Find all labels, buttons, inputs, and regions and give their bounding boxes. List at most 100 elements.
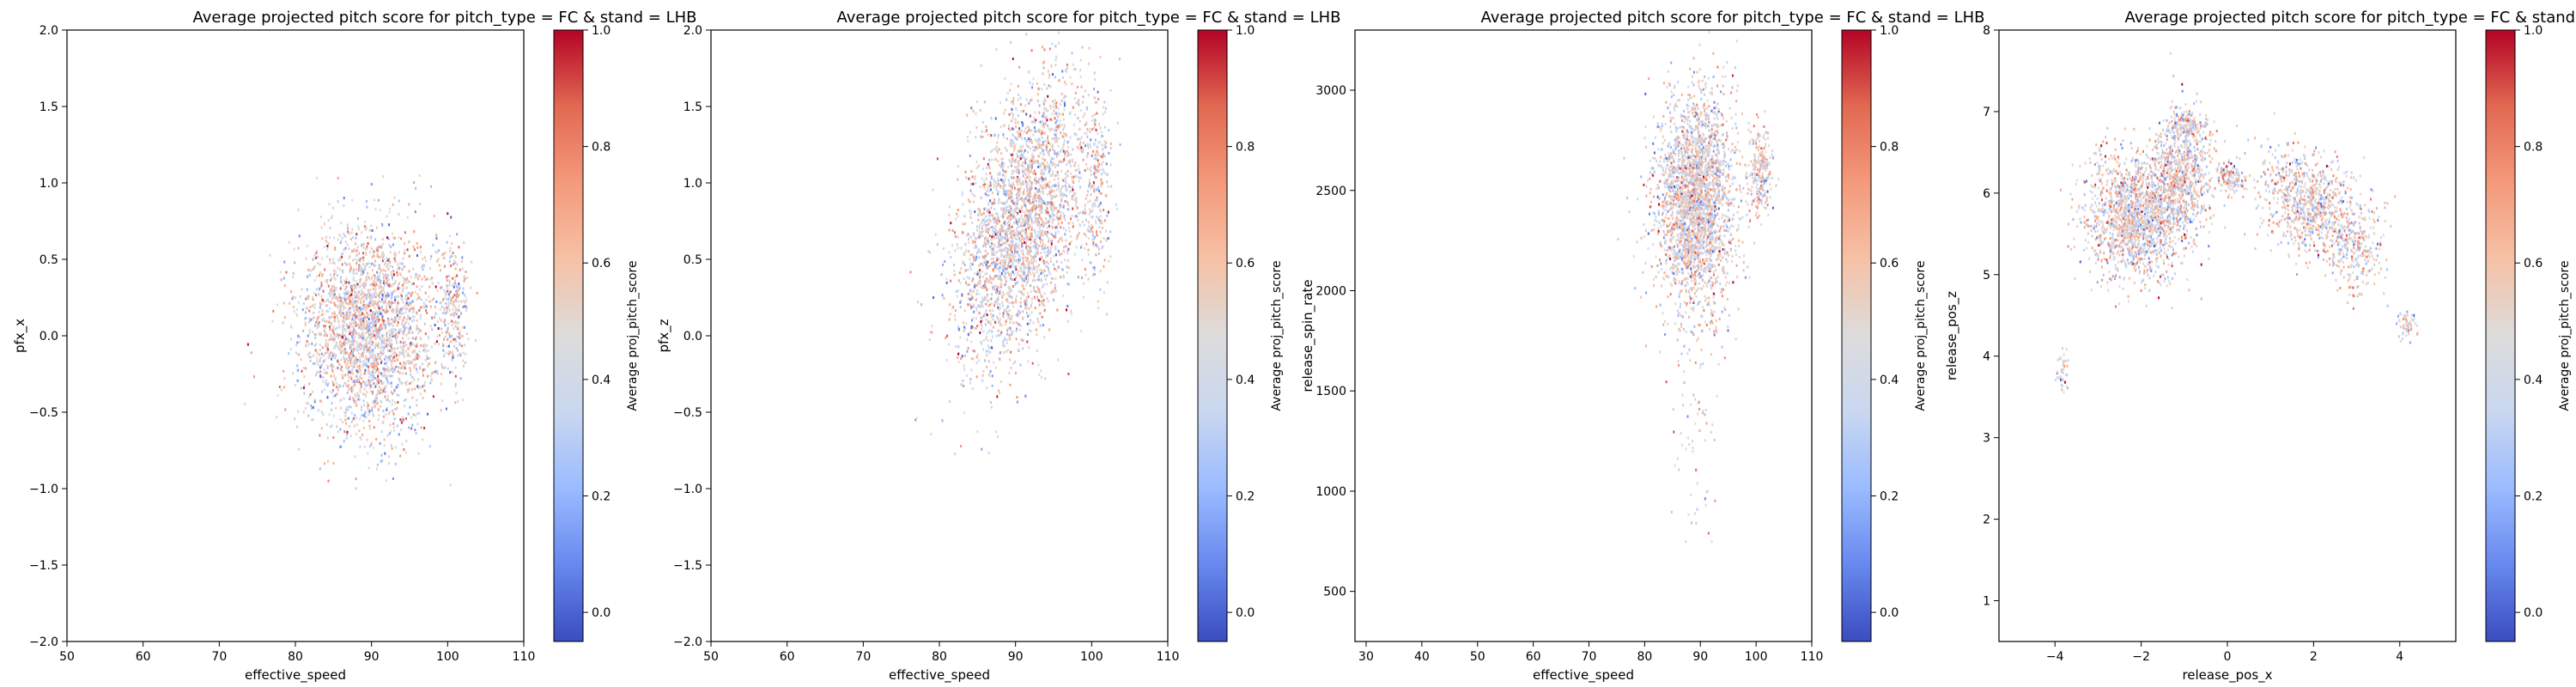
scatter-point: [1037, 264, 1040, 267]
scatter-point: [1068, 229, 1071, 233]
scatter-point: [328, 355, 331, 358]
scatter-point: [405, 417, 407, 420]
scatter-point: [948, 318, 951, 321]
scatter-point: [999, 291, 1000, 295]
scatter-point: [1089, 182, 1091, 185]
scatter-point: [1001, 161, 1003, 165]
y-axis-label: pfx_x: [12, 319, 28, 353]
scatter-point: [1034, 193, 1036, 197]
scatter-point: [988, 280, 991, 283]
scatter-point: [327, 382, 330, 386]
scatter-point: [361, 363, 364, 367]
scatter-point: [454, 256, 457, 259]
scatter-point: [343, 324, 345, 327]
scatter-point: [365, 264, 367, 268]
scatter-point: [987, 240, 989, 243]
scatter-point: [963, 264, 966, 267]
scatter-point: [995, 149, 998, 152]
scatter-point: [1001, 235, 1004, 239]
scatter-point: [341, 296, 343, 300]
scatter-point: [410, 343, 412, 346]
scatter-point: [353, 424, 355, 428]
scatter-point: [308, 331, 311, 335]
scatter-point: [381, 337, 384, 340]
scatter-point: [345, 312, 348, 315]
scatter-point: [392, 356, 394, 360]
scatter-point: [367, 271, 369, 275]
scatter-point: [358, 252, 361, 255]
scatter-point: [435, 301, 438, 303]
scatter-point: [957, 361, 960, 364]
scatter-point: [424, 348, 427, 351]
scatter-point: [1054, 178, 1056, 181]
scatter-point: [416, 344, 418, 348]
scatter-point: [346, 391, 349, 394]
scatter-point: [348, 405, 350, 409]
scatter-point: [390, 374, 392, 378]
scatter-point: [316, 356, 319, 360]
scatter-point: [390, 390, 392, 393]
scatter-point: [419, 392, 422, 396]
scatter-point: [1037, 155, 1040, 158]
scatter-point: [1011, 187, 1013, 191]
scatter-point: [333, 332, 336, 336]
scatter-point: [969, 235, 972, 239]
scatter-point: [367, 236, 369, 240]
scatter-point: [1001, 269, 1004, 272]
scatter-point: [404, 287, 406, 290]
scatter-point: [352, 362, 355, 365]
scatter-point: [971, 296, 974, 300]
scatter-point: [337, 333, 340, 337]
scatter-point: [349, 332, 351, 336]
scatter-point: [345, 323, 348, 326]
scatter-point: [1052, 100, 1054, 103]
scatter-point: [942, 263, 945, 266]
scatter-point: [437, 282, 440, 285]
scatter-point: [979, 108, 981, 112]
scatter-point: [298, 301, 300, 304]
scatter-point: [386, 381, 389, 385]
scatter-point: [382, 272, 385, 276]
scatter-point: [360, 346, 362, 350]
scatter-point: [333, 301, 336, 305]
scatter-point: [1118, 58, 1121, 61]
scatter-point: [376, 226, 378, 229]
scatter-point: [1049, 143, 1051, 146]
scatter-point: [353, 288, 355, 291]
scatter-point: [1047, 141, 1049, 144]
scatter-point: [455, 298, 457, 301]
scatter-point: [1019, 208, 1021, 211]
scatter-point: [1019, 240, 1022, 242]
scatter-point: [358, 331, 360, 335]
scatter-point: [1057, 230, 1060, 234]
scatter-point: [337, 305, 339, 307]
scatter-point: [998, 220, 1000, 223]
scatter-point: [936, 157, 939, 161]
scatter-point: [991, 248, 993, 252]
scatter-point: [351, 301, 354, 304]
scatter-point: [361, 262, 364, 265]
scatter-point: [435, 237, 438, 240]
scatter-point: [418, 295, 421, 299]
scatter-point: [1072, 222, 1074, 225]
scatter-point: [388, 350, 391, 353]
scatter-point: [1013, 246, 1016, 250]
scatter-point: [386, 369, 388, 373]
scatter-point: [1023, 202, 1025, 205]
scatter-point: [1049, 216, 1052, 220]
scatter-point: [355, 253, 358, 257]
scatter-point: [283, 277, 285, 280]
scatter-point: [321, 298, 324, 301]
scatter-point: [1016, 155, 1018, 158]
scatter-point: [970, 294, 973, 297]
scatter-point: [312, 298, 314, 301]
scatter-point: [996, 289, 999, 293]
scatter-point: [353, 320, 355, 324]
scatter-point: [355, 299, 358, 302]
scatter-point: [422, 370, 424, 374]
scatter-point: [464, 276, 465, 278]
scatter-point: [341, 374, 343, 377]
scatter-point: [1047, 219, 1049, 222]
scatter-point: [1035, 242, 1037, 246]
scatter-point: [349, 306, 352, 309]
